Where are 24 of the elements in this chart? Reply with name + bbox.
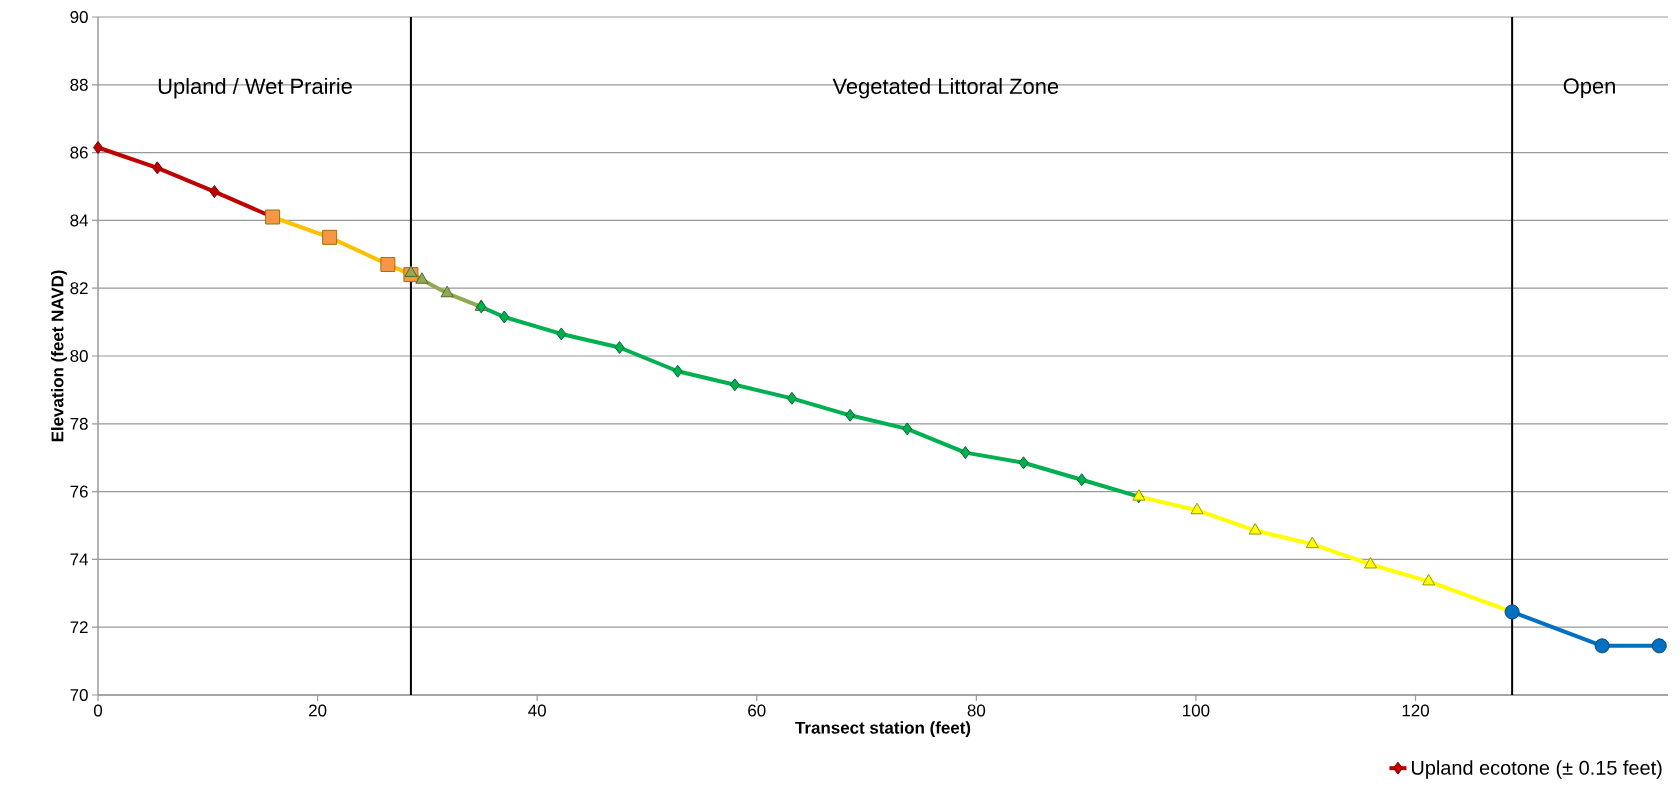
y-tick-label: 90 bbox=[70, 10, 88, 23]
x-tick-label: 80 bbox=[967, 704, 986, 717]
legend-label: Upland ecotone (± 0.15 feet) bbox=[1411, 760, 1662, 779]
x-tick-label: 100 bbox=[1183, 704, 1210, 717]
annotation: Vegetated Littoral Zone bbox=[832, 77, 1059, 99]
y-tick-label: 74 bbox=[70, 553, 88, 566]
x-tick-label: 40 bbox=[528, 704, 546, 717]
y-tick-label: 70 bbox=[70, 688, 88, 701]
y-tick-label: 72 bbox=[70, 621, 88, 634]
y-tick-label: 82 bbox=[70, 282, 88, 295]
x-tick-label: 20 bbox=[309, 704, 327, 717]
annotation: Open bbox=[1563, 78, 1615, 99]
annotation: Upland / Wet Prairie bbox=[158, 77, 352, 99]
y-tick-label: 80 bbox=[70, 349, 88, 362]
y-tick-label: 84 bbox=[70, 214, 88, 227]
y-axis-title: Elevation (feet NAVD) bbox=[51, 270, 67, 442]
y-tick-label: 76 bbox=[70, 485, 88, 498]
y-tick-label: 88 bbox=[70, 78, 88, 91]
x-tick-label: 0 bbox=[93, 704, 103, 717]
y-tick-label: 86 bbox=[70, 146, 88, 159]
y-tick-label: 78 bbox=[70, 417, 88, 430]
x-tick-label: 60 bbox=[748, 704, 766, 717]
x-tick-label: 120 bbox=[1402, 704, 1429, 717]
x-axis-title: Transect station (feet) bbox=[795, 721, 971, 738]
